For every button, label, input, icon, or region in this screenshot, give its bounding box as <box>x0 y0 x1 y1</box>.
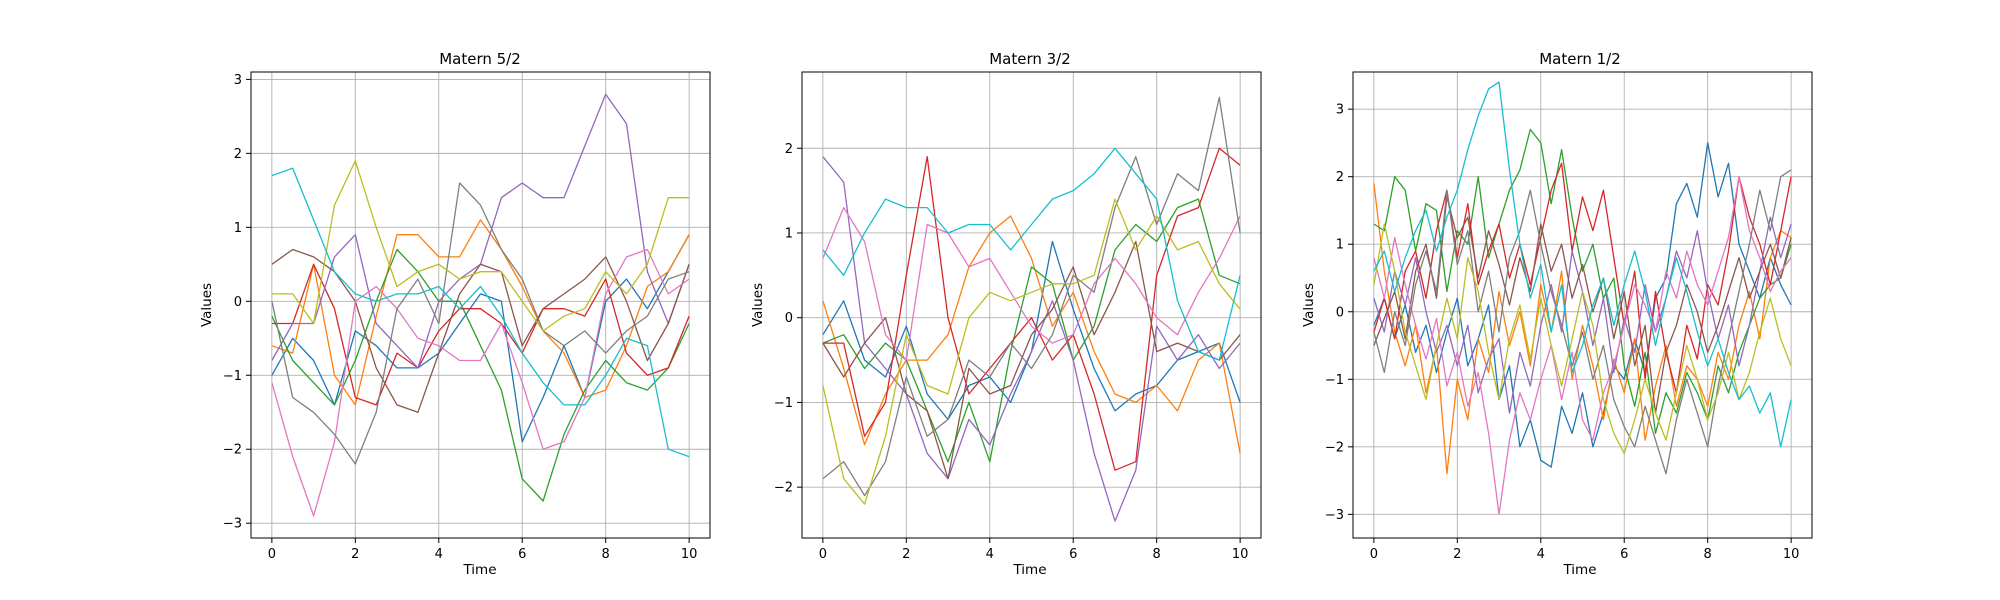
x-tick-label: 4 <box>1537 547 1545 562</box>
series-line-10 <box>1373 81 1792 448</box>
series-line-10 <box>822 147 1241 361</box>
y-tick-label: −1 <box>223 369 242 384</box>
y-tick-label: 3 <box>1336 103 1344 118</box>
x-tick-label: 10 <box>1783 547 1800 562</box>
y-tick-label: 1 <box>1336 238 1344 253</box>
y-tick-label: −1 <box>1325 373 1344 388</box>
x-tick-label: 0 <box>819 547 827 562</box>
series-line-3 <box>271 248 690 502</box>
x-tick-label: 0 <box>1370 547 1378 562</box>
series-line-4 <box>271 263 690 406</box>
series-line-9 <box>1373 223 1792 455</box>
plot-frame <box>250 71 711 539</box>
x-tick-label: 4 <box>435 547 443 562</box>
x-tick-label: 6 <box>1069 547 1077 562</box>
chart-title: Matern 1/2 <box>1539 50 1621 68</box>
series-line-2 <box>822 215 1241 454</box>
y-tick-label: 0 <box>234 295 242 310</box>
x-axis-label: Time <box>462 562 496 578</box>
y-tick-label: 2 <box>234 147 242 162</box>
series-line-1 <box>1373 142 1792 468</box>
y-tick-label: −2 <box>774 481 793 496</box>
series-line-7 <box>271 248 690 517</box>
x-tick-label: 2 <box>351 547 359 562</box>
series-line-4 <box>822 147 1241 471</box>
x-tick-label: 8 <box>1153 547 1161 562</box>
x-tick-label: 2 <box>902 547 910 562</box>
y-tick-label: 3 <box>234 73 242 88</box>
series-line-8 <box>271 182 690 465</box>
y-axis-label: Values <box>750 283 766 327</box>
series-line-8 <box>822 96 1241 497</box>
plot-frame <box>801 71 1262 539</box>
x-tick-label: 8 <box>602 547 610 562</box>
series-line-2 <box>1373 183 1792 475</box>
series-line-9 <box>822 198 1241 505</box>
y-tick-label: 0 <box>1336 305 1344 320</box>
y-tick-label: 0 <box>785 311 793 326</box>
series-line-5 <box>822 156 1241 522</box>
series-line-4 <box>1373 162 1792 394</box>
y-tick-label: 2 <box>785 142 793 157</box>
chart-title: Matern 5/2 <box>439 50 521 68</box>
y-tick-label: 1 <box>234 221 242 236</box>
series-line-5 <box>271 93 690 369</box>
series-line-9 <box>271 160 690 332</box>
series-line-7 <box>822 206 1241 361</box>
y-tick-label: −1 <box>774 396 793 411</box>
y-tick-label: −2 <box>223 443 242 458</box>
x-tick-label: 4 <box>986 547 994 562</box>
chart-title: Matern 3/2 <box>989 50 1071 68</box>
series-line-8 <box>1373 169 1792 475</box>
panel-matern-5-2: 0 2 4 6 8 10 −3 −2 −1 0 1 2 3 Matern 5/2 Time Values <box>199 50 711 578</box>
y-tick-label: −2 <box>1325 440 1344 455</box>
x-tick-label: 2 <box>1453 547 1461 562</box>
x-tick-label: 8 <box>1704 547 1712 562</box>
series-line-2 <box>271 219 690 406</box>
series-line-3 <box>822 198 1241 463</box>
y-tick-label: −3 <box>1325 508 1344 523</box>
panel-matern-3-2: 0 2 4 6 8 10 −2 −1 0 1 2 Matern 3/2 Time Values <box>750 50 1262 578</box>
y-tick-label: −3 <box>223 517 242 532</box>
series-line-3 <box>1373 128 1792 434</box>
y-tick-label: 2 <box>1336 170 1344 185</box>
x-tick-label: 6 <box>1620 547 1628 562</box>
panel-matern-1-2: 0 2 4 6 8 10 −3 −2 −1 0 1 2 3 Matern 1/2 Time Values <box>1301 50 1813 578</box>
plot-frame <box>1352 71 1813 539</box>
x-tick-label: 10 <box>1232 547 1249 562</box>
y-axis-label: Values <box>1301 283 1317 327</box>
x-tick-label: 10 <box>681 547 698 562</box>
series-line-7 <box>1373 176 1792 516</box>
x-axis-label: Time <box>1012 562 1046 578</box>
x-axis-label: Time <box>1562 562 1596 578</box>
y-axis-label: Values <box>199 283 215 327</box>
series-line-10 <box>271 167 690 458</box>
x-tick-label: 0 <box>268 547 276 562</box>
x-tick-label: 6 <box>518 547 526 562</box>
y-tick-label: 1 <box>785 226 793 241</box>
